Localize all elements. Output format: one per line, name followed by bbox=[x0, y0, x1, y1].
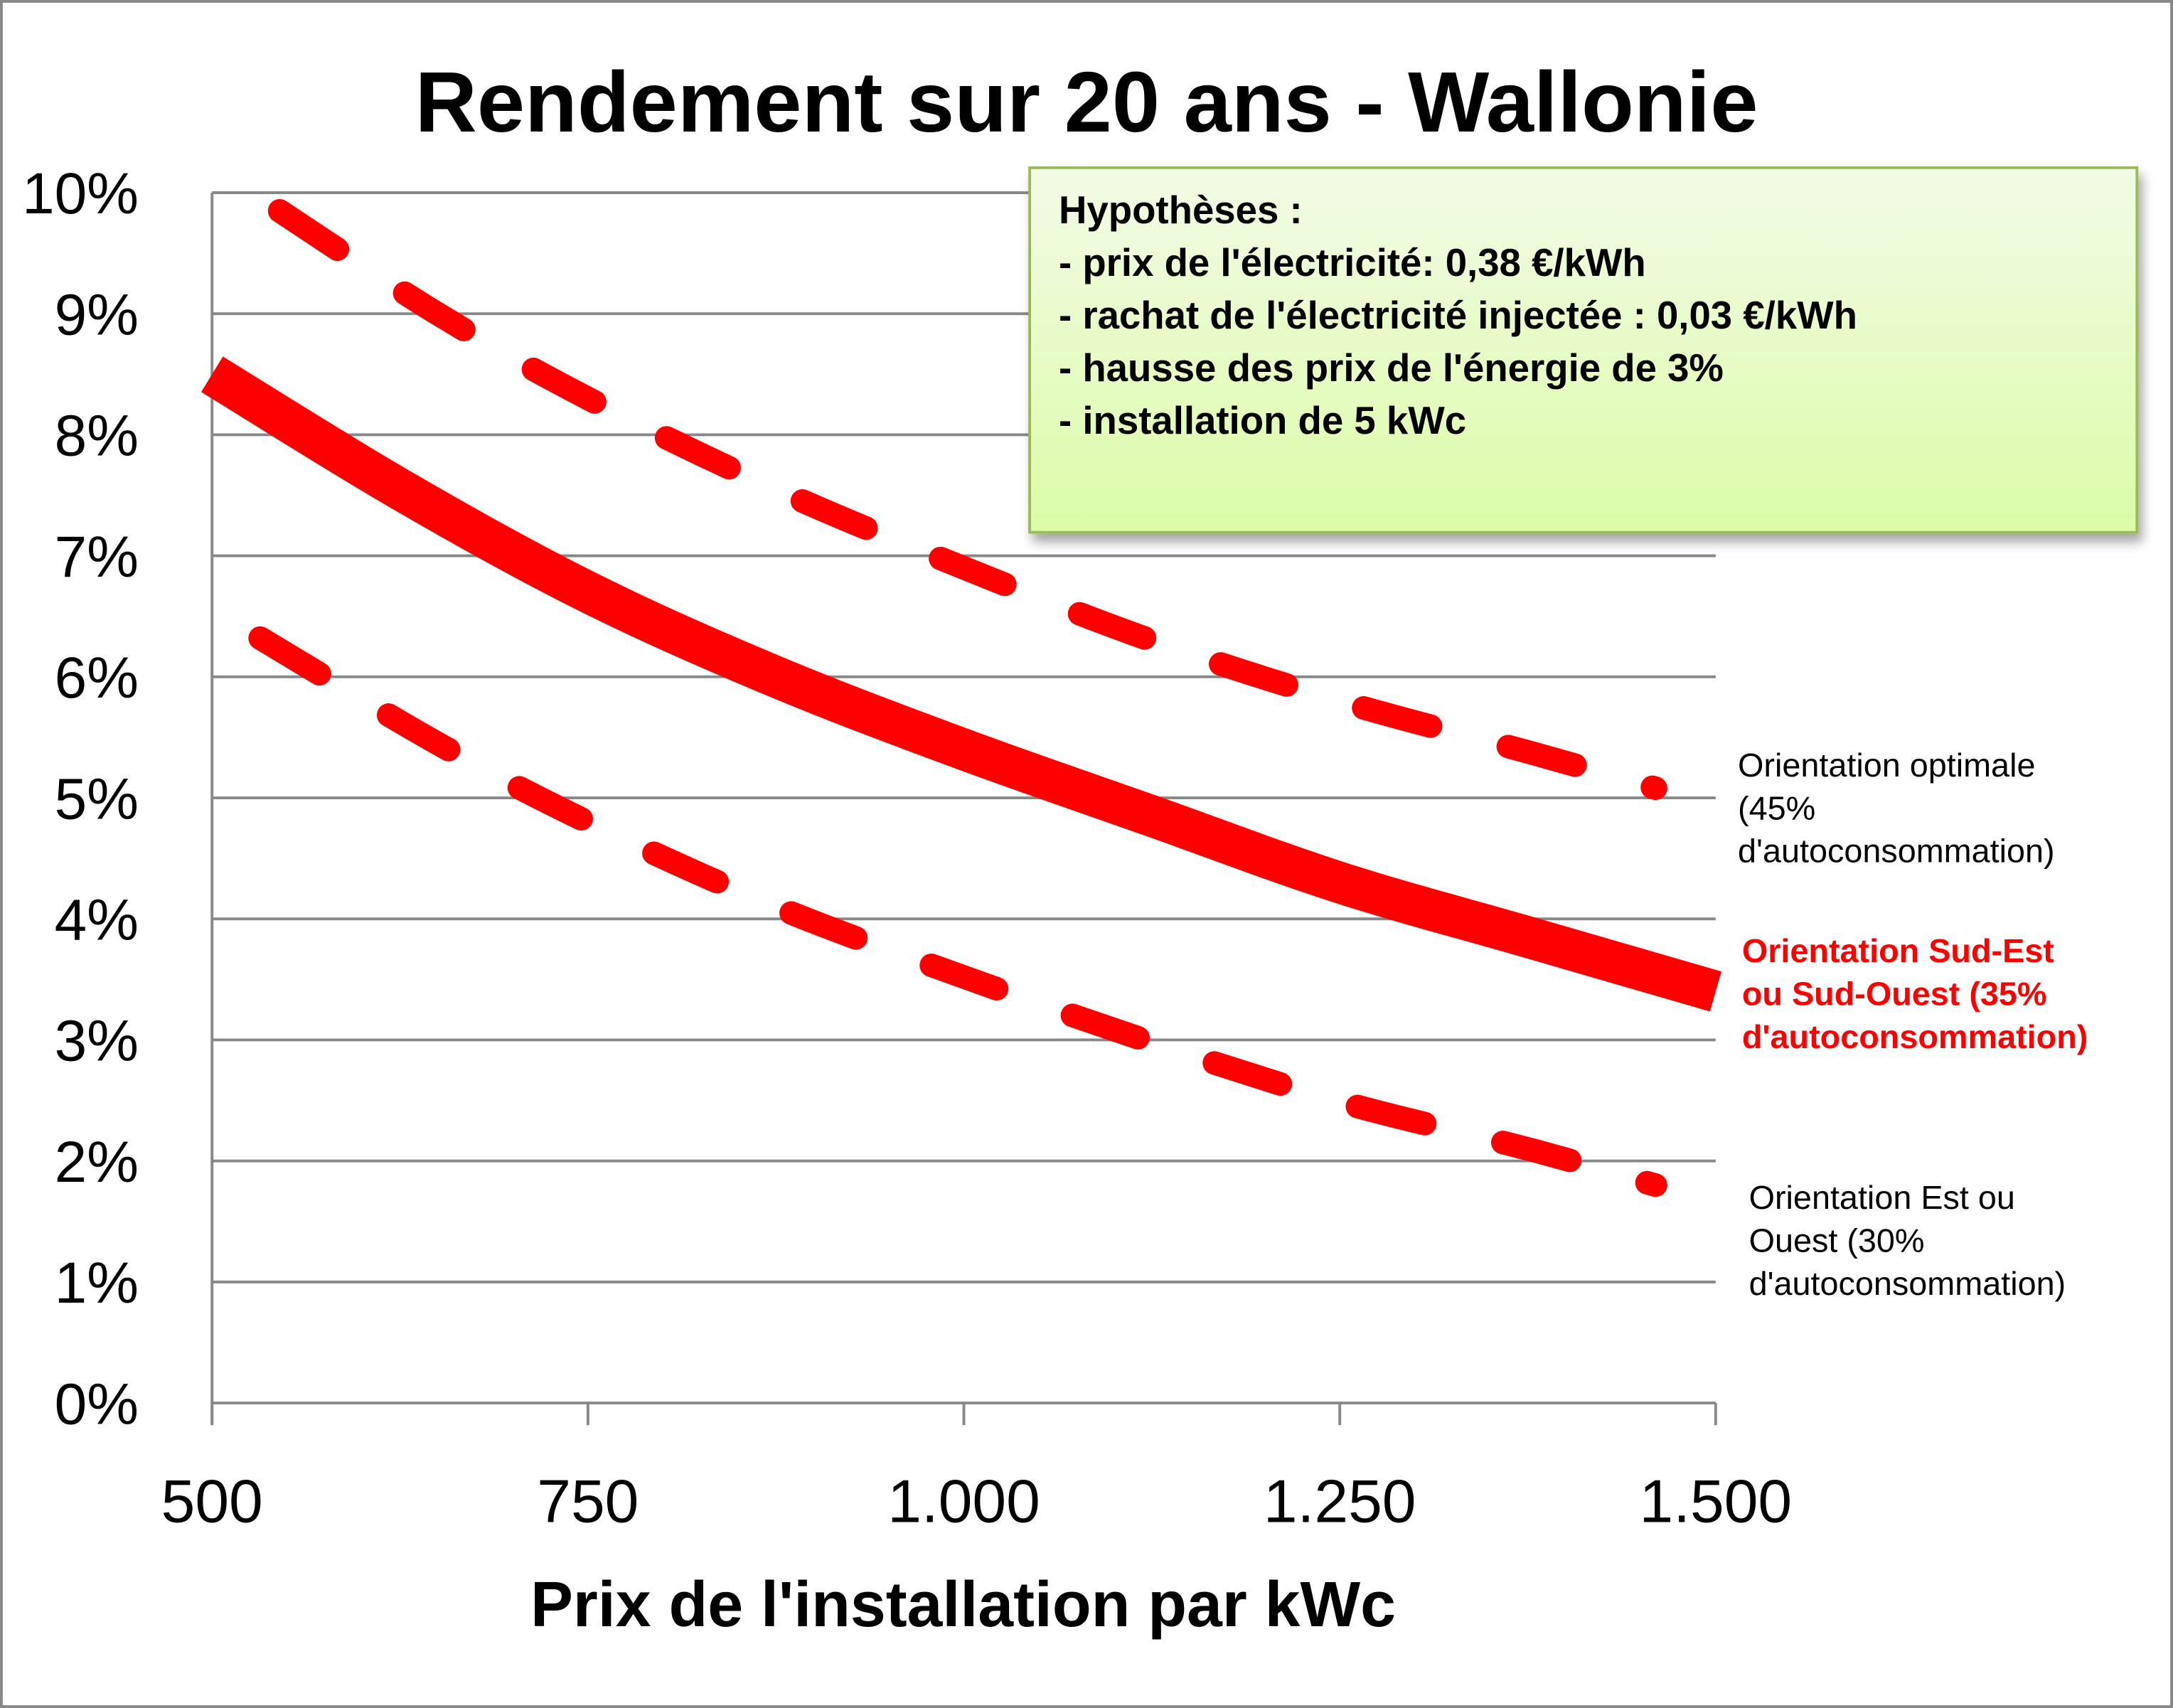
y-tick-label: 3% bbox=[55, 1009, 139, 1074]
series-line-0 bbox=[267, 198, 1667, 800]
series-line-1 bbox=[201, 356, 1721, 1012]
hypotheses-box: Hypothèses : - prix de l'électricité: 0,3… bbox=[1028, 166, 2139, 534]
series-label: Orientation Est ou bbox=[1749, 1179, 2015, 1216]
x-tick-label: 1.000 bbox=[887, 1468, 1040, 1536]
series-label: Orientation Sud-Est bbox=[1742, 932, 2054, 969]
y-tick-label: 5% bbox=[55, 767, 139, 831]
y-tick-label: 10% bbox=[22, 161, 139, 226]
y-tick-label: 0% bbox=[55, 1372, 139, 1436]
hypothesis-item: - prix de l'électricité: 0,38 €/kWh bbox=[1059, 241, 1646, 284]
series-label: d'autoconsommation) bbox=[1742, 1018, 2088, 1055]
hypotheses-title: Hypothèses : bbox=[1059, 188, 1303, 232]
series-label: Ouest (30% bbox=[1749, 1222, 1925, 1259]
y-tick-label: 1% bbox=[55, 1251, 139, 1315]
series-label: (45% bbox=[1738, 789, 1815, 826]
series-label: d'autoconsommation) bbox=[1749, 1265, 2066, 1302]
y-tick-label: 8% bbox=[55, 404, 139, 469]
x-tick-label: 750 bbox=[537, 1468, 639, 1536]
hypothesis-item: - hausse des prix de l'énergie de 3% bbox=[1059, 346, 1724, 390]
series-label: d'autoconsommation) bbox=[1738, 833, 2055, 870]
chart-title: Rendement sur 20 ans - Wallonie bbox=[415, 54, 1758, 150]
y-tick-label: 9% bbox=[55, 282, 139, 347]
x-tick-label: 1.250 bbox=[1264, 1468, 1416, 1536]
y-tick-label: 7% bbox=[55, 525, 139, 589]
y-tick-label: 4% bbox=[55, 887, 139, 952]
y-tick-label: 6% bbox=[55, 646, 139, 710]
y-tick-label: 2% bbox=[55, 1130, 139, 1195]
series-label: Orientation optimale bbox=[1738, 747, 2035, 784]
x-tick-label: 1.500 bbox=[1640, 1468, 1793, 1536]
hypothesis-item: - installation de 5 kWc bbox=[1059, 399, 1466, 442]
x-axis-label: Prix de l'installation par kWc bbox=[530, 1569, 1396, 1640]
series-label: ou Sud-Ouest (35% bbox=[1742, 976, 2047, 1013]
x-tick-label: 500 bbox=[161, 1468, 263, 1536]
series-line-2 bbox=[248, 626, 1667, 1197]
hypothesis-item: - rachat de l'électricité injectée : 0,0… bbox=[1059, 294, 1857, 337]
